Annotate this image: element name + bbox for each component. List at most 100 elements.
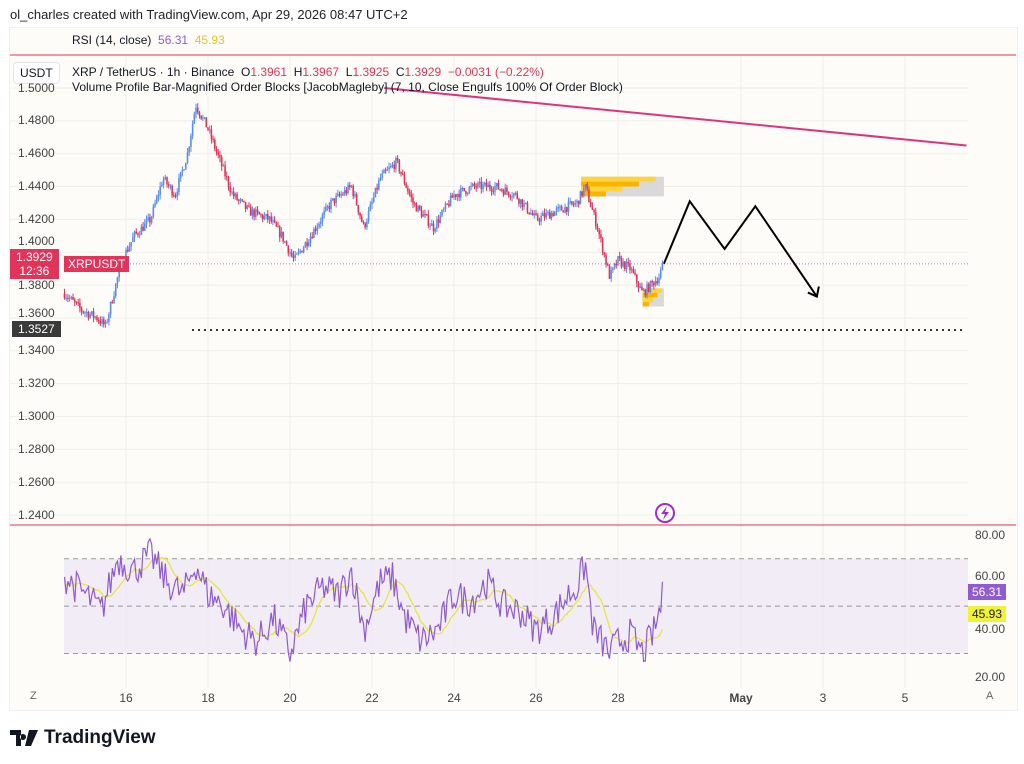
candle	[453, 194, 455, 198]
candle	[441, 210, 443, 216]
candle	[367, 210, 370, 222]
candle	[617, 256, 619, 266]
candle	[552, 213, 554, 216]
candle	[635, 274, 638, 283]
candle	[232, 191, 235, 197]
candle	[485, 182, 488, 188]
candle	[483, 182, 486, 185]
candle	[542, 213, 544, 216]
currency-button[interactable]: USDT	[13, 62, 60, 84]
candle	[641, 286, 643, 291]
candle	[372, 197, 375, 202]
candle	[613, 263, 616, 268]
zoom-reset-button[interactable]: Z	[30, 690, 37, 702]
candle	[266, 214, 269, 220]
candle	[417, 205, 419, 212]
candle	[116, 277, 119, 284]
candle	[644, 289, 647, 296]
candle	[408, 191, 411, 195]
candle	[400, 171, 402, 174]
candle	[222, 165, 225, 167]
candle	[196, 107, 199, 112]
candle	[449, 195, 452, 207]
price-tick: 1.4000	[18, 234, 55, 248]
candle	[642, 289, 645, 291]
candle	[67, 297, 69, 299]
candle	[359, 212, 361, 217]
volume-profile-bar	[581, 191, 606, 197]
candle	[328, 206, 331, 210]
auto-scale-button[interactable]: A	[986, 690, 994, 702]
candle	[301, 250, 303, 253]
candle	[581, 191, 583, 196]
symbol-name[interactable]: XRP / TetherUS · 1h · Binance	[72, 65, 235, 79]
rsi-label: RSI (14, close)	[72, 33, 152, 47]
candle	[207, 127, 209, 130]
candle	[75, 301, 78, 303]
candle	[309, 236, 312, 243]
candle	[203, 117, 206, 119]
candle	[174, 195, 177, 197]
candle	[369, 204, 372, 211]
candle	[80, 307, 83, 312]
symbol-legend: XRP / TetherUS · 1h · Binance O1.3961 H1…	[72, 65, 623, 95]
indicator-legend[interactable]: Volume Profile Bar-Magnified Order Block…	[72, 80, 623, 94]
candle	[439, 215, 442, 223]
candle	[113, 296, 115, 303]
candle	[290, 252, 293, 256]
candle	[430, 223, 433, 226]
candle	[208, 129, 211, 131]
candle	[608, 265, 611, 279]
price-tick: 1.4800	[18, 113, 55, 128]
candle	[68, 298, 71, 300]
candle	[157, 195, 160, 197]
candle	[205, 117, 208, 128]
candle	[456, 194, 459, 197]
candle	[224, 165, 226, 177]
candle	[569, 201, 571, 203]
candle	[618, 256, 621, 259]
candle	[528, 212, 530, 215]
price-tick: 1.3600	[18, 306, 55, 320]
volume-profile-bar	[642, 297, 654, 302]
candle	[420, 209, 423, 217]
candle	[108, 314, 110, 322]
candle	[219, 154, 221, 158]
trendline	[384, 87, 967, 147]
rsi-top-legend: RSI (14, close) 56.31 45.93	[72, 33, 225, 47]
volume-profile-bar	[581, 176, 656, 182]
tradingview-logo[interactable]: TradingView	[10, 727, 156, 749]
candle	[255, 209, 257, 217]
rsi-tick: 80.00	[975, 527, 1006, 542]
candle	[318, 223, 320, 228]
candle	[87, 312, 90, 318]
candle	[270, 216, 273, 222]
candle	[256, 209, 259, 212]
candle	[605, 254, 607, 265]
lightning-icon	[655, 503, 675, 523]
candle	[494, 186, 496, 192]
rsi-ma-tag: 45.93	[968, 606, 1007, 622]
candle	[243, 200, 245, 202]
candle	[198, 111, 201, 116]
candle	[559, 206, 561, 208]
candle	[460, 188, 462, 198]
rsi-tick: 20.00	[975, 669, 1006, 684]
candle	[249, 206, 252, 216]
candle	[601, 238, 604, 253]
candle	[591, 206, 594, 210]
price-tick: 1.5000	[18, 80, 55, 95]
candle	[102, 319, 105, 325]
candle	[504, 187, 507, 195]
candle	[133, 231, 136, 238]
candle	[147, 217, 150, 220]
candle	[130, 242, 132, 247]
change-value: −0.0031 (−0.22%)	[447, 65, 544, 79]
candle	[437, 219, 440, 223]
candle	[659, 270, 662, 279]
price-tick: 1.3800	[18, 277, 55, 292]
time-tick: 28	[611, 691, 625, 705]
candle	[214, 139, 216, 149]
candle	[350, 185, 353, 187]
